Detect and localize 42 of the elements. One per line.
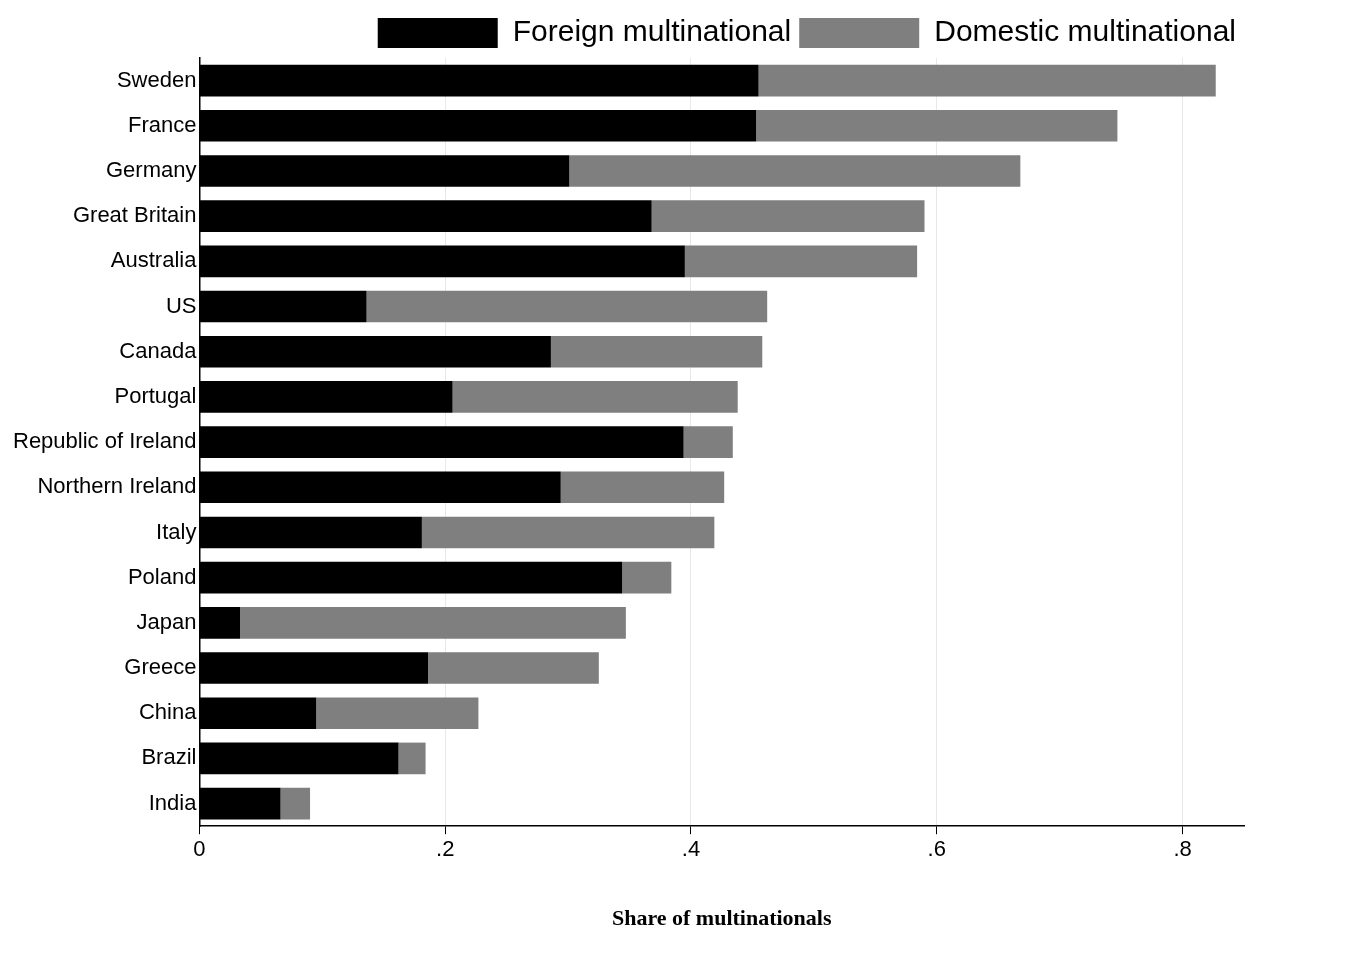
bar [684,245,918,278]
x-tick-label: .6 [927,836,946,862]
x-tick-label: .8 [1173,836,1192,862]
y-tick-label: France [127,111,197,137]
bar [756,109,1118,142]
y-tick-label: Great Britain [72,202,197,228]
legend-label: Foreign multinational [512,14,792,48]
y-tick-label: Northern Ireland [37,473,197,499]
y-tick-label: Italy [156,518,197,544]
bar [683,426,733,458]
bar [421,516,715,549]
y-tick-label: Poland [127,563,197,589]
bar [560,471,725,504]
y-tick-label: Germany [105,157,197,183]
x-tick-label: .2 [436,836,455,862]
y-tick-label: Sweden [116,66,197,92]
y-tick-label: Greece [124,654,197,680]
y-tick-label: China [138,699,198,725]
bar [452,381,738,413]
bar [398,742,426,775]
y-tick-label: Japan [136,608,197,634]
legend-label: Domestic multinational [934,14,1237,48]
bar [240,607,626,639]
y-tick-label: Republic of Ireland [12,428,197,454]
bar [428,652,599,684]
x-tick-label: 0 [193,836,206,862]
y-tick-label: Canada [119,337,198,363]
x-tick-label: .4 [681,836,701,862]
y-tick-label: Portugal [114,382,197,408]
y-tick-label: Australia [110,247,198,273]
bar [569,155,1021,187]
bar [280,787,311,820]
bar [316,697,479,730]
y-tick-label: US [165,292,197,318]
bar [550,335,763,368]
bar [651,200,925,232]
bar [758,64,1216,97]
bar [366,290,768,323]
y-tick-label: Brazil [141,744,197,770]
y-tick-label: India [148,789,198,815]
bar [622,561,672,594]
x-axis-title: Share of multinationals [611,905,832,931]
